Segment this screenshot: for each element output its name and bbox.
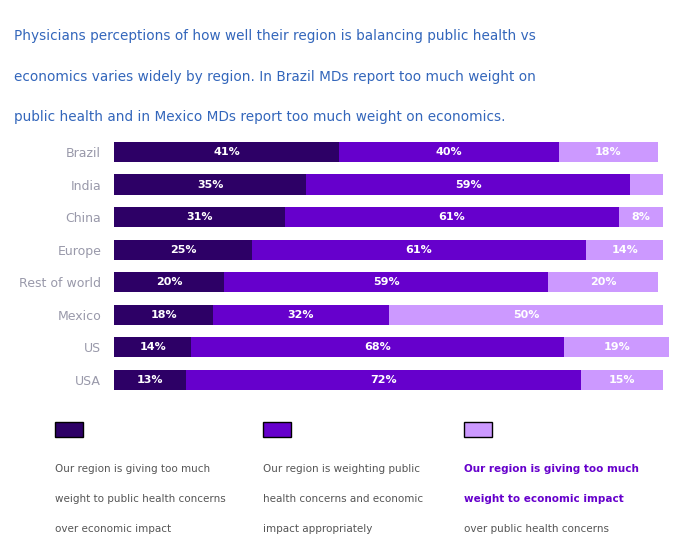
Text: 14%: 14% [611,245,638,255]
Text: 20%: 20% [156,277,182,287]
Bar [548,272,658,293]
Bar [114,370,186,390]
Text: weight to public health concerns: weight to public health concerns [55,494,226,504]
Text: 61%: 61% [439,212,465,222]
Text: 50%: 50% [513,310,539,320]
Text: 14%: 14% [139,342,166,352]
Bar [285,207,620,227]
Bar [114,272,224,293]
Text: Our region is giving too much: Our region is giving too much [464,464,639,474]
Text: over public health concerns: over public health concerns [464,524,609,534]
Bar [306,175,631,194]
FancyBboxPatch shape [55,422,83,437]
Bar [114,142,340,162]
Text: 15%: 15% [609,375,635,385]
Text: 8%: 8% [632,212,651,222]
Bar [224,272,548,293]
Text: 59%: 59% [373,277,399,287]
FancyBboxPatch shape [263,422,291,437]
Text: 35%: 35% [198,179,224,189]
Text: over economic impact: over economic impact [55,524,172,534]
Bar [114,337,191,357]
Text: weight to economic impact: weight to economic impact [464,494,624,504]
Bar [586,239,663,260]
Text: 61%: 61% [405,245,432,255]
Text: Our region is giving too much: Our region is giving too much [55,464,211,474]
Bar [114,207,285,227]
Text: impact appropriately: impact appropriately [263,524,373,534]
Bar [581,370,663,390]
Text: Our region is weighting public: Our region is weighting public [263,464,421,474]
Bar [620,207,663,227]
Text: 25%: 25% [170,245,196,255]
Text: 18%: 18% [150,310,177,320]
Text: 41%: 41% [213,147,240,157]
Text: 31%: 31% [186,212,213,222]
Text: Physicians perceptions of how well their region is balancing public health vs: Physicians perceptions of how well their… [14,29,536,43]
Bar [114,239,252,260]
Text: public health and in Mexico MDs report too much weight on economics.: public health and in Mexico MDs report t… [14,110,505,124]
Bar [114,175,306,194]
Text: 19%: 19% [603,342,630,352]
Bar [565,337,669,357]
Text: health concerns and economic: health concerns and economic [263,494,423,504]
Text: 40%: 40% [436,147,462,157]
Text: 18%: 18% [595,147,622,157]
Bar [559,142,658,162]
Bar [191,337,565,357]
Text: 32%: 32% [288,310,314,320]
Text: economics varies widely by region. In Brazil MDs report too much weight on: economics varies widely by region. In Br… [14,70,536,84]
Text: 59%: 59% [455,179,482,189]
Text: 13%: 13% [137,375,164,385]
FancyBboxPatch shape [464,422,492,437]
Bar [252,239,586,260]
Text: 72%: 72% [370,375,396,385]
Bar [186,370,581,390]
Bar [340,142,559,162]
Bar [213,305,389,325]
Bar [114,305,213,325]
Text: 68%: 68% [365,342,391,352]
Bar [631,175,663,194]
Text: 20%: 20% [590,277,616,287]
Bar [389,305,663,325]
